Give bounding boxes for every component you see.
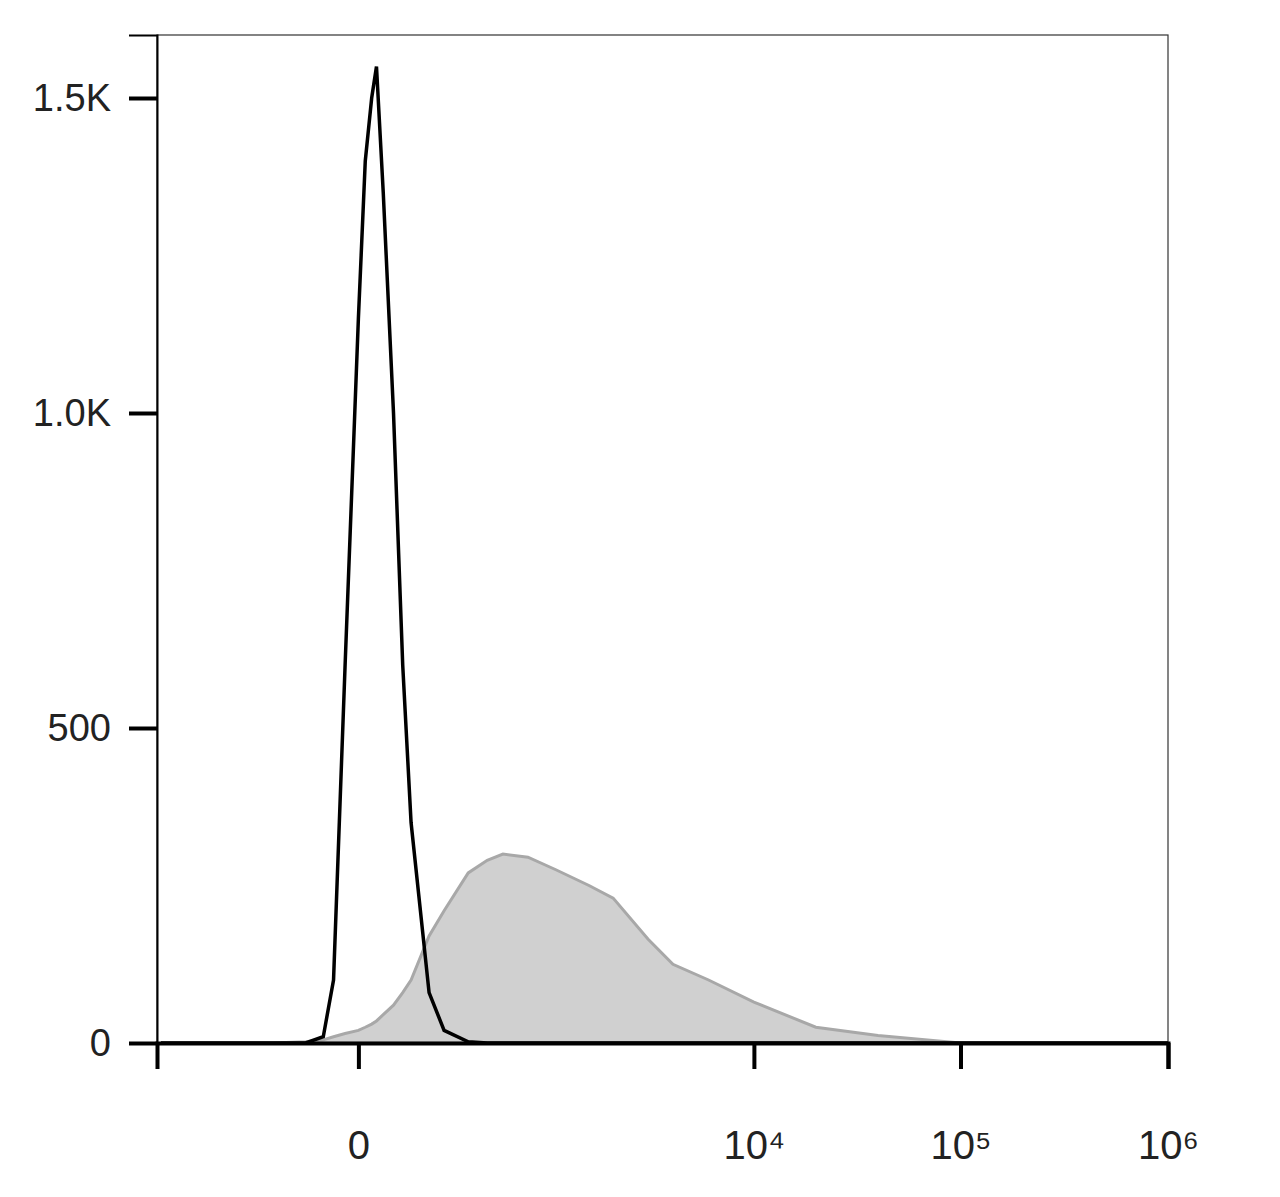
x-tick: 10⁵ — [930, 1043, 991, 1167]
x-axis-line — [158, 1044, 1169, 1070]
x-tick-label: 10⁶ — [1138, 1123, 1199, 1167]
x-tick-mark — [357, 1043, 361, 1069]
x-tick-label: 0 — [348, 1123, 370, 1167]
y-tick: 1.5K — [33, 77, 157, 119]
x-tick-label: 10⁵ — [930, 1123, 991, 1167]
y-tick-label: 1.0K — [33, 392, 111, 434]
y-tick: 0 — [90, 1022, 157, 1064]
marks — [161, 67, 1168, 1044]
plot-frame — [157, 35, 1168, 1043]
x-axis: 0 10⁴ 10⁵ 10⁶ — [158, 1043, 1199, 1167]
x-tick: 0 — [348, 1043, 370, 1167]
x-tick-label: 10⁴ — [724, 1123, 786, 1167]
y-tick-mark — [129, 1042, 157, 1046]
chart: 0 10⁴ 10⁵ 10⁶ 0 500 1.0K 1.5K — [0, 0, 1280, 1197]
x-tick-mark — [752, 1043, 756, 1069]
y-tick-label: 0 — [90, 1022, 111, 1064]
y-tick-mark — [129, 412, 157, 416]
x-tick: 10⁶ — [1138, 1043, 1199, 1167]
histogram-area — [161, 854, 1168, 1043]
plot: 0 10⁴ 10⁵ 10⁶ 0 500 1.0K 1.5K — [33, 35, 1199, 1167]
y-tick-mark — [129, 97, 157, 101]
y-tick-mark — [129, 727, 157, 731]
y-tick-label: 1.5K — [33, 77, 111, 119]
y-axis: 0 500 1.0K 1.5K — [33, 36, 158, 1064]
y-tick: 500 — [48, 707, 157, 749]
y-tick-label: 500 — [48, 707, 111, 749]
histogram-line — [161, 67, 1168, 1044]
x-tick-mark — [959, 1043, 963, 1069]
y-tick: 1.0K — [33, 392, 157, 434]
x-tick-mark — [1167, 1043, 1171, 1069]
y-axis-line — [129, 36, 158, 1044]
x-tick: 10⁴ — [724, 1043, 786, 1167]
